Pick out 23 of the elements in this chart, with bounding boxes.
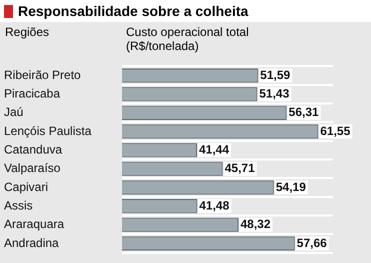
y-tick-label: Araraquara — [4, 217, 64, 232]
data-label: 41,44 — [198, 142, 230, 156]
data-label: 41,48 — [199, 198, 230, 212]
data-label: 51,43 — [259, 86, 290, 101]
y-tick-label: Assis — [4, 198, 33, 212]
data-label: 54,19 — [276, 180, 306, 194]
data-label: 51,59 — [260, 68, 291, 82]
y-tick-label: Valparaíso — [4, 161, 61, 176]
x-axis-title: Custo operacional total (R$/tonelada) — [126, 25, 250, 53]
y-tick-label: Capivari — [4, 180, 48, 194]
chart-title: Responsabilidade sobre a colheita — [18, 2, 248, 21]
y-tick-label: Catanduva — [4, 142, 62, 156]
y-tick-label: Andradina — [4, 236, 60, 250]
y-tick-label: Jaú — [4, 105, 24, 120]
y-tick-label: Lençóis Paulista — [4, 124, 92, 138]
y-axis-title: Regiões — [5, 25, 50, 39]
y-tick-label: Piracicaba — [4, 86, 60, 101]
y-tick-label: Ribeirão Preto — [4, 68, 82, 82]
data-label: 57,66 — [296, 236, 328, 250]
data-label: 48,32 — [240, 217, 271, 232]
data-label: 45,71 — [224, 161, 256, 176]
data-label: 56,31 — [288, 105, 319, 120]
data-label: 61,55 — [320, 124, 351, 138]
